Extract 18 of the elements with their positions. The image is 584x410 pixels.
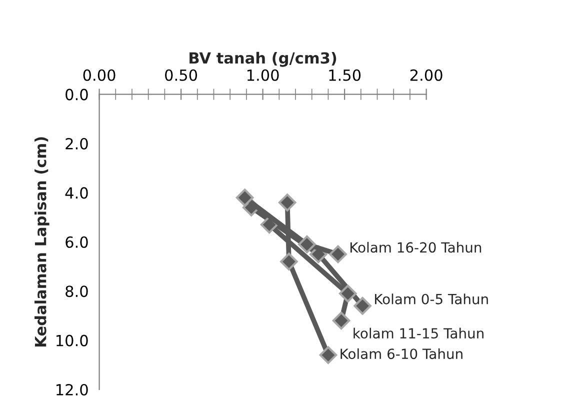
y-tick-label: 4.0 (65, 187, 88, 199)
series-label: Kolam 16-20 Tahun (350, 242, 482, 253)
y-tick-label: 12.0 (56, 384, 88, 396)
x-tick-label: 1.00 (247, 69, 279, 81)
y-tick-label: 10.0 (56, 334, 88, 346)
y-tick-label: 8.0 (66, 286, 88, 298)
x-tick-label: 0.50 (165, 69, 198, 81)
series-label: Kolam 6-10 Tahun (340, 348, 462, 360)
y-tick-label: 2.0 (66, 138, 88, 150)
x-tick-label: 2.00 (410, 69, 442, 81)
series-label: kolam 11-15 Tahun (354, 328, 484, 339)
y-tick-label: 6.0 (66, 236, 88, 248)
x-tick-label: 1.50 (329, 69, 361, 81)
y-tick-label: 0.0 (66, 88, 88, 100)
series-label: Kolam 0-5 Tahun (375, 294, 488, 304)
x-tick-label: 0.00 (83, 69, 116, 81)
y-axis-title: Kedalaman Lapisan (cm) (34, 137, 50, 346)
x-axis-title: BV tanah (g/cm3) (190, 52, 336, 67)
